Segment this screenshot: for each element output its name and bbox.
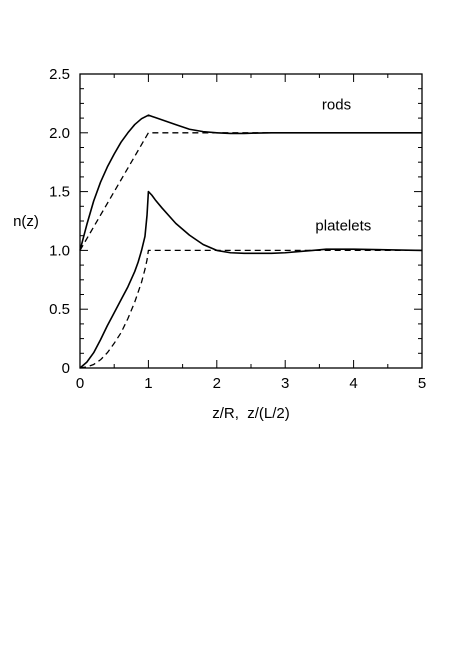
tick-labels-layer: 0 1 2 3 4 5 0 0.5 1.0 1.5 2.0 2.5 bbox=[49, 66, 426, 392]
series-line-rods-dashed bbox=[79, 132, 422, 251]
y-tick-label: 1.5 bbox=[49, 184, 70, 201]
annotations-layer: rods platelets bbox=[315, 96, 371, 234]
x-tick-label: 3 bbox=[281, 375, 289, 392]
annotation-platelets: platelets bbox=[315, 217, 371, 234]
y-tick-label: 1.0 bbox=[49, 242, 70, 259]
x-tick-label: 1 bbox=[144, 375, 152, 392]
y-tick-label: 2.5 bbox=[49, 66, 70, 83]
y-tick-label: 0.5 bbox=[49, 301, 70, 318]
y-axis-label: n(z) bbox=[13, 213, 39, 230]
annotation-rods: rods bbox=[322, 96, 351, 113]
x-tick-label: 0 bbox=[76, 375, 84, 392]
y-tick-label: 0 bbox=[62, 360, 70, 377]
x-tick-label: 2 bbox=[213, 375, 221, 392]
x-axis-label: z/R, z/(L/2) bbox=[212, 405, 290, 422]
x-tick-label: 5 bbox=[418, 375, 426, 392]
series-line-rods-solid bbox=[79, 114, 422, 251]
y-tick-label: 2.0 bbox=[49, 125, 70, 142]
series-line-platelets-dashed bbox=[79, 249, 422, 369]
ticks-layer bbox=[79, 73, 423, 369]
x-tick-label: 4 bbox=[349, 375, 357, 392]
series-layer bbox=[79, 114, 423, 369]
